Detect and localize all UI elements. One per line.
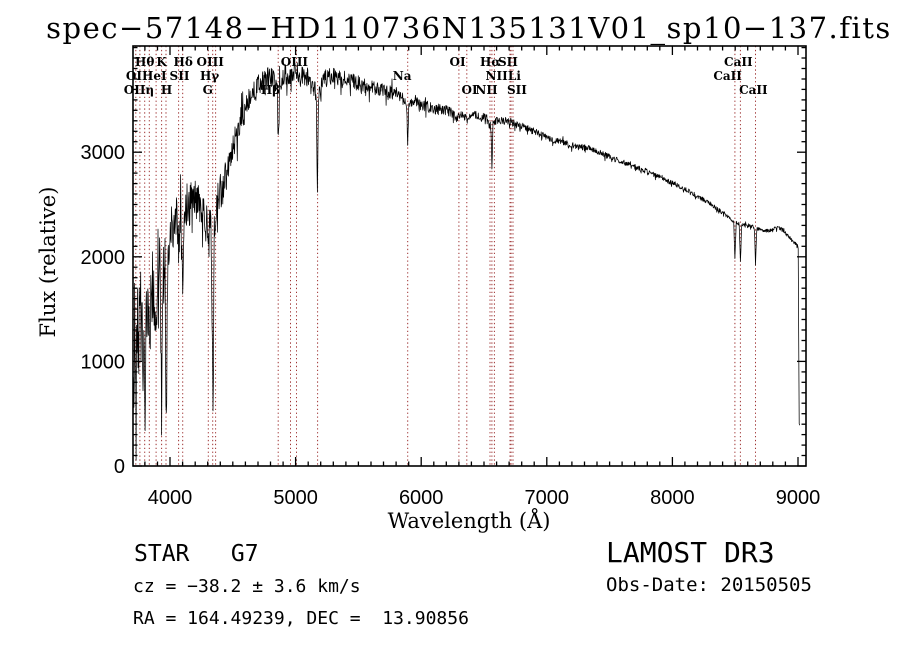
spectral-line-label: OIII	[197, 55, 225, 69]
x-tick-label: 7000	[525, 487, 570, 509]
y-tick-label: 2000	[81, 247, 126, 269]
spectral-line-label: HeI	[142, 69, 167, 83]
spectral-line-label: NII	[485, 69, 508, 83]
spectral-line-label: CaII	[724, 55, 753, 69]
spectral-line-label: H	[161, 83, 172, 97]
spectral-line-label: OIII	[281, 55, 309, 69]
plot-title: spec−57148−HD110736N135131V01_sp10−137.f…	[46, 11, 892, 45]
spectral-line-label: Hθ	[135, 55, 154, 69]
survey-release-text: LAMOST DR3	[606, 536, 775, 569]
y-tick-label: 3000	[81, 142, 126, 164]
spectral-line-label: Hα	[480, 55, 501, 69]
x-tick-label: 4000	[148, 487, 193, 509]
classification-text: STAR G7	[134, 541, 259, 567]
spectral-line-label: Li	[508, 69, 521, 83]
spectral-line-label: Hδ	[174, 55, 193, 69]
spectral-line-label: SII	[170, 69, 190, 83]
x-tick-label: 8000	[650, 487, 695, 509]
y-tick-label: 0	[114, 456, 125, 478]
spectral-line-label: η	[145, 83, 154, 97]
spectral-line-label: K	[156, 55, 167, 69]
y-axis-label: Flux (relative)	[36, 186, 60, 338]
spectral-line-label: OI	[450, 55, 466, 69]
spectral-line-label: OI	[126, 69, 142, 83]
radial-velocity-text: cz = −38.2 ± 3.6 km/s	[133, 576, 361, 597]
spectral-line-label: OI	[462, 83, 478, 97]
spectral-line-label: Hγ	[200, 69, 219, 83]
spectral-line-label: NII	[475, 83, 498, 97]
spectral-line-label: CaII	[739, 83, 768, 97]
y-tick-label: 1000	[81, 351, 126, 373]
obs-date-text: Obs-Date: 20150505	[606, 574, 812, 596]
spectral-line-label: Na	[393, 69, 412, 83]
x-axis-label: Wavelength (Å)	[387, 509, 551, 533]
x-tick-label: 9000	[776, 487, 821, 509]
ra-dec-text: RA = 164.49239, DEC = 13.90856	[133, 608, 469, 629]
spectral-line-label: G	[203, 83, 213, 97]
spectral-line-label: CaII	[713, 69, 742, 83]
spectral-line-label: SII	[507, 83, 527, 97]
spectral-line-label: SII	[498, 55, 518, 69]
x-tick-label: 5000	[273, 487, 318, 509]
x-tick-label: 6000	[399, 487, 444, 509]
spectral-line-label: Hβ	[261, 83, 280, 97]
